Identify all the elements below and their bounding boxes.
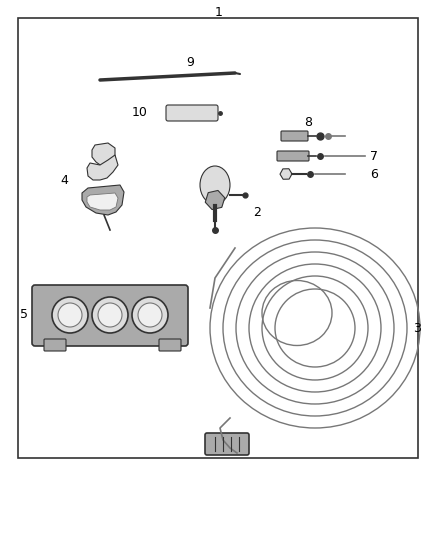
Text: 2: 2 xyxy=(253,206,261,220)
FancyBboxPatch shape xyxy=(205,433,249,455)
FancyBboxPatch shape xyxy=(159,339,181,351)
FancyBboxPatch shape xyxy=(281,131,308,141)
FancyBboxPatch shape xyxy=(44,339,66,351)
Polygon shape xyxy=(82,185,124,215)
Polygon shape xyxy=(87,155,118,180)
FancyBboxPatch shape xyxy=(166,105,218,121)
FancyBboxPatch shape xyxy=(277,151,309,161)
Text: 10: 10 xyxy=(132,107,148,119)
Circle shape xyxy=(92,297,128,333)
Polygon shape xyxy=(92,143,115,168)
Text: 8: 8 xyxy=(304,116,312,128)
Text: 5: 5 xyxy=(20,309,28,321)
Circle shape xyxy=(138,303,162,327)
Polygon shape xyxy=(87,193,118,210)
Circle shape xyxy=(58,303,82,327)
Circle shape xyxy=(98,303,122,327)
Text: 4: 4 xyxy=(60,174,68,187)
Circle shape xyxy=(132,297,168,333)
Ellipse shape xyxy=(200,166,230,204)
FancyBboxPatch shape xyxy=(32,285,188,346)
Text: 3: 3 xyxy=(413,321,421,335)
Bar xyxy=(18,18,418,458)
Text: 1: 1 xyxy=(215,5,223,19)
Circle shape xyxy=(52,297,88,333)
Text: 6: 6 xyxy=(370,167,378,181)
Text: 9: 9 xyxy=(186,55,194,69)
Text: 7: 7 xyxy=(370,149,378,163)
